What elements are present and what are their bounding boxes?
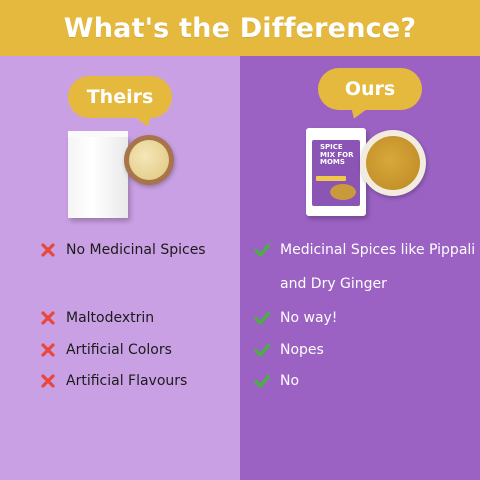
- pack-tag: [316, 176, 346, 181]
- check-icon: [254, 343, 270, 357]
- check-icon: [254, 311, 270, 325]
- header-banner: What's the Difference?: [0, 0, 480, 56]
- pack-brand-text: SPICE MIX FOR MOMS: [320, 143, 354, 166]
- ours-item: No way!: [254, 310, 337, 326]
- ours-label-bubble: Ours: [318, 68, 422, 110]
- ours-item-text: Nopes: [280, 342, 324, 358]
- theirs-panel: [0, 56, 240, 480]
- ours-item: Nopes: [254, 342, 324, 358]
- theirs-item-text: Artificial Colors: [66, 342, 172, 358]
- check-icon: [254, 243, 270, 257]
- pale-powder: [129, 140, 169, 180]
- theirs-item-text: Artificial Flavours: [66, 373, 188, 389]
- ours-item-text: No: [280, 373, 300, 389]
- theirs-item: Artificial Colors: [40, 342, 172, 358]
- pack-label: SPICE MIX FOR MOMS: [312, 140, 360, 206]
- spice-powder-bowl-image: [360, 130, 426, 196]
- ours-panel: [240, 56, 480, 480]
- cross-icon: [41, 374, 55, 388]
- cross-icon: [41, 311, 55, 325]
- cross-icon: [41, 343, 55, 357]
- generic-white-box-image: [68, 131, 128, 218]
- spice-powder: [366, 136, 420, 190]
- theirs-label-bubble: Theirs: [68, 76, 172, 118]
- pale-powder-bowl-image: [124, 135, 174, 185]
- ours-item-continuation: and Dry Ginger: [280, 276, 387, 292]
- check-icon: [254, 374, 270, 388]
- ours-item: No: [254, 373, 299, 389]
- theirs-label: Theirs: [86, 86, 154, 108]
- page-title: What's the Difference?: [63, 12, 417, 44]
- theirs-item: Maltodextrin: [40, 310, 154, 326]
- theirs-item-text: No Medicinal Spices: [66, 242, 206, 258]
- ours-item-text: No way!: [280, 310, 338, 326]
- theirs-item: No Medicinal Spices: [40, 242, 206, 258]
- pack-bowl-graphic: [330, 184, 356, 200]
- ours-item: Medicinal Spices like Pippali: [254, 242, 475, 258]
- theirs-item: Artificial Flavours: [40, 373, 187, 389]
- spice-mix-pack-image: SPICE MIX FOR MOMS: [306, 128, 366, 216]
- ours-item-text: Medicinal Spices like Pippali: [280, 242, 476, 258]
- cross-icon: [41, 243, 55, 257]
- ours-label: Ours: [344, 78, 396, 100]
- theirs-item-text: Maltodextrin: [66, 310, 155, 326]
